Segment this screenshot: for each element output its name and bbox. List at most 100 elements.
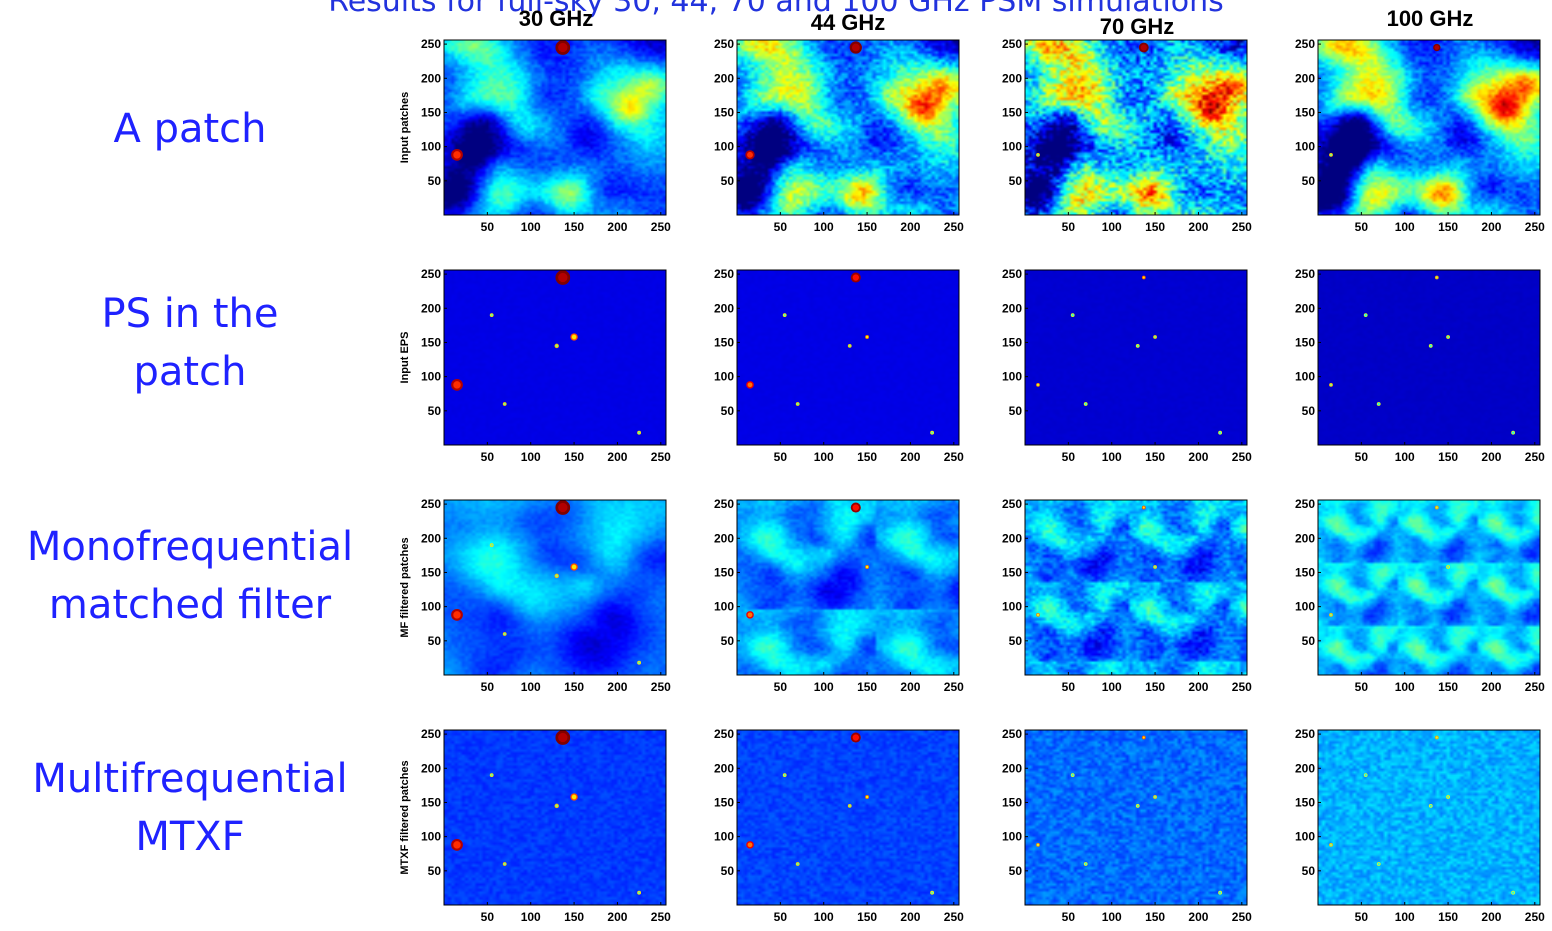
y-tick-label: 250 xyxy=(421,267,441,281)
x-tick-label: 100 xyxy=(521,220,541,234)
y-tick-label: 150 xyxy=(714,105,734,119)
y-tick-label: 150 xyxy=(421,795,441,809)
panel-plot: 50 100 150 200 250 50 100 150 200 250 xyxy=(714,267,964,464)
panel-plot: 50 100 150 200 250 50 100 150 200 250 xyxy=(1295,497,1545,694)
point-source-4 xyxy=(502,632,507,636)
x-tick-label: 250 xyxy=(1525,680,1545,694)
panel-plot: 50 100 150 200 250 50 100 150 200 250 MF filtered … xyxy=(399,497,671,694)
y-tick-label: 150 xyxy=(421,105,441,119)
point-source-2 xyxy=(1153,565,1157,569)
panel-frame xyxy=(443,269,667,446)
y-tick-label: 200 xyxy=(421,761,441,775)
y-tick-label: 150 xyxy=(1295,565,1315,579)
panel-plot: 50 100 150 200 250 50 100 150 200 250 xyxy=(1295,727,1545,924)
y-tick-label: 200 xyxy=(714,761,734,775)
x-tick-label: 150 xyxy=(857,910,877,924)
point-source-3 xyxy=(1135,803,1140,808)
x-tick-label: 100 xyxy=(814,220,834,234)
point-source-0 xyxy=(1141,735,1146,740)
x-tick-label: 250 xyxy=(1525,220,1545,234)
y-axis-label: Input EPS xyxy=(399,332,411,384)
panel-frame xyxy=(1317,729,1541,906)
panel-plot: 50 100 150 200 250 50 100 150 200 250 xyxy=(1295,37,1545,234)
x-tick-label: 100 xyxy=(521,680,541,694)
y-tick-label: 200 xyxy=(714,301,734,315)
x-tick-label: 100 xyxy=(814,910,834,924)
x-tick-label: 250 xyxy=(1525,450,1545,464)
x-tick-label: 200 xyxy=(607,680,627,694)
panel-ps-1: 50 100 150 200 250 50 100 150 200 250 xyxy=(681,266,973,471)
y-tick-label: 250 xyxy=(421,37,441,51)
panel-frame xyxy=(736,269,960,446)
x-tick-label: 150 xyxy=(857,450,877,464)
x-tick-label: 200 xyxy=(1481,220,1501,234)
panel-cmb-2: 50 100 150 200 250 50 100 150 200 250 xyxy=(969,36,1261,241)
y-tick-label: 250 xyxy=(714,267,734,281)
panel-frame xyxy=(736,39,960,216)
y-tick-label: 100 xyxy=(714,140,734,154)
row-label-line: MTXF xyxy=(135,814,245,860)
y-tick-label: 50 xyxy=(721,864,735,878)
panel-ps-3: 50 100 150 200 250 50 100 150 200 250 xyxy=(1262,266,1552,471)
y-tick-label: 100 xyxy=(714,830,734,844)
y-tick-label: 100 xyxy=(1295,830,1315,844)
point-source-1 xyxy=(1036,152,1040,157)
x-tick-label: 50 xyxy=(1062,450,1076,464)
point-source-1 xyxy=(451,838,463,851)
panel-cmb-0: 50 100 150 200 250 50 100 150 200 250 Input patche… xyxy=(388,36,680,241)
point-source-1 xyxy=(1036,612,1040,617)
x-tick-label: 150 xyxy=(1438,220,1458,234)
panel-plot: 50 100 150 200 250 50 100 150 200 250 xyxy=(1002,727,1252,924)
y-tick-label: 100 xyxy=(1002,370,1022,384)
x-tick-label: 50 xyxy=(481,220,495,234)
y-tick-label: 50 xyxy=(1009,634,1023,648)
point-source-6 xyxy=(930,430,935,435)
point-source-1 xyxy=(746,381,754,389)
panel-mf-3: 50 100 150 200 250 50 100 150 200 250 xyxy=(1262,496,1552,701)
panel-mf-0: 50 100 150 200 250 50 100 150 200 250 MF filtered … xyxy=(388,496,680,701)
y-tick-label: 200 xyxy=(1295,761,1315,775)
x-tick-label: 250 xyxy=(1232,680,1252,694)
x-tick-label: 150 xyxy=(1438,450,1458,464)
x-tick-label: 50 xyxy=(1062,910,1076,924)
x-tick-label: 100 xyxy=(1102,910,1122,924)
y-tick-label: 50 xyxy=(1009,404,1023,418)
panel-plot: 50 100 150 200 250 50 100 150 200 250 Input EPS xyxy=(399,267,671,464)
x-tick-label: 200 xyxy=(1481,910,1501,924)
point-source-5 xyxy=(782,773,787,778)
row-label-2: Monofrequential matched filter xyxy=(0,518,380,634)
x-tick-label: 100 xyxy=(1102,680,1122,694)
panel-frame xyxy=(1317,269,1541,446)
heatmap-image xyxy=(737,500,959,675)
heatmap-image xyxy=(737,730,959,905)
y-tick-label: 200 xyxy=(421,301,441,315)
column-label-1: 44 GHz xyxy=(810,10,886,35)
panel-mtxf-2: 50 100 150 200 250 50 100 150 200 250 xyxy=(969,726,1261,931)
point-source-1 xyxy=(451,148,463,161)
panel-frame xyxy=(443,499,667,676)
point-source-4 xyxy=(795,402,800,406)
point-source-5 xyxy=(1363,773,1368,778)
y-tick-label: 150 xyxy=(714,335,734,349)
x-tick-label: 250 xyxy=(1232,450,1252,464)
row-label-1: PS in the patch xyxy=(0,285,380,401)
row-label-line: PS in the xyxy=(101,291,279,337)
y-tick-label: 50 xyxy=(428,864,442,878)
panel-cmb-1: 50 100 150 200 250 50 100 150 200 250 xyxy=(681,36,973,241)
point-source-1 xyxy=(746,611,754,619)
point-source-1 xyxy=(1329,842,1333,847)
y-tick-label: 150 xyxy=(421,565,441,579)
y-tick-label: 100 xyxy=(1002,830,1022,844)
y-tick-label: 200 xyxy=(1002,71,1022,85)
y-tick-label: 50 xyxy=(1009,174,1023,188)
point-source-1 xyxy=(746,841,754,849)
point-source-1 xyxy=(451,608,463,621)
point-source-3 xyxy=(554,803,559,809)
y-tick-label: 250 xyxy=(1002,727,1022,741)
point-source-4 xyxy=(1083,402,1088,406)
x-tick-label: 100 xyxy=(1395,220,1415,234)
panel-mtxf-3: 50 100 150 200 250 50 100 150 200 250 xyxy=(1262,726,1552,931)
point-source-3 xyxy=(1428,343,1433,348)
x-tick-label: 50 xyxy=(481,680,495,694)
x-tick-label: 150 xyxy=(857,680,877,694)
